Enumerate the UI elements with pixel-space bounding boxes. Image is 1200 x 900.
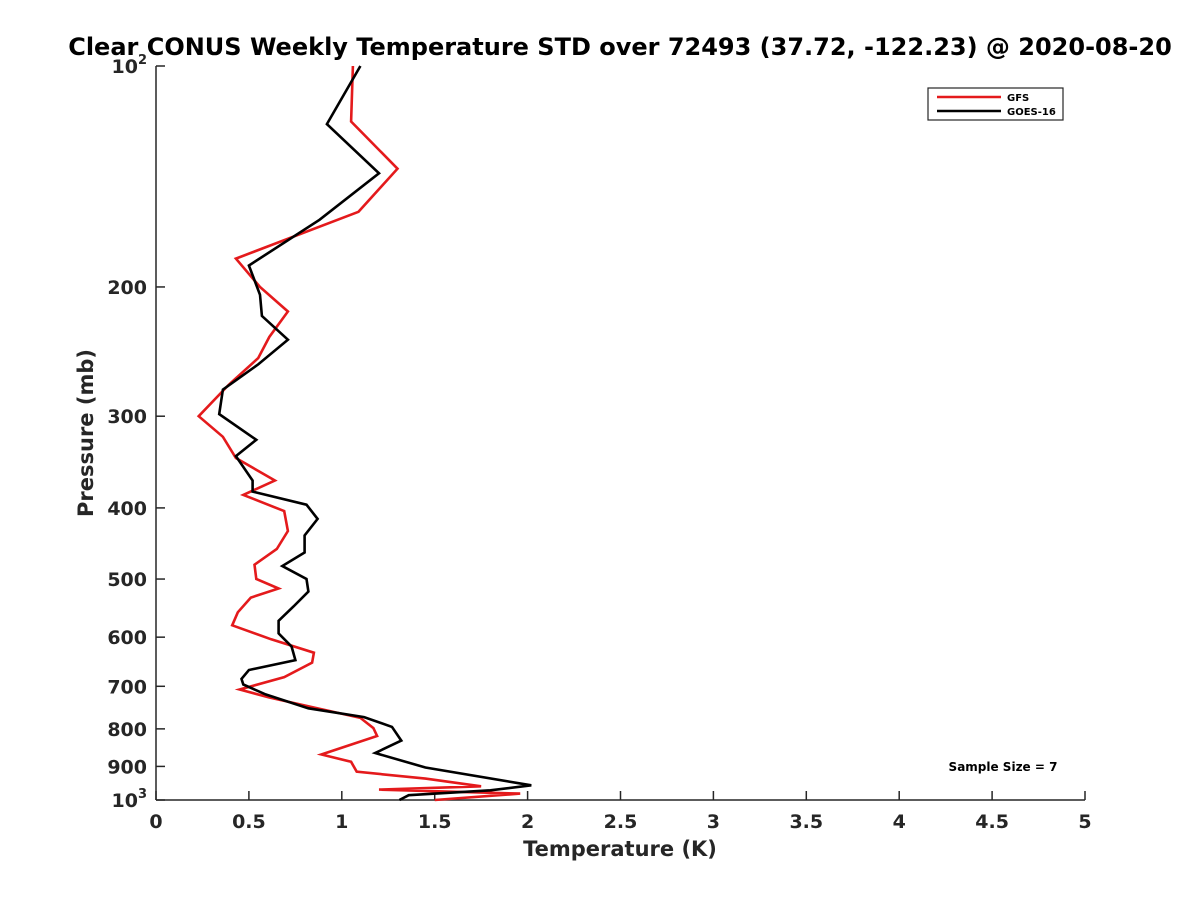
y-tick-label: 900 bbox=[107, 756, 147, 778]
plot-area bbox=[155, 66, 1085, 801]
y-tick-exponent: 2 bbox=[138, 53, 147, 68]
y-tick-label: 600 bbox=[107, 627, 147, 649]
x-tick-label: 5 bbox=[1078, 811, 1091, 833]
y-tick-exponent: 3 bbox=[138, 787, 147, 802]
legend-label-goes-16: GOES-16 bbox=[1007, 107, 1056, 118]
series-line-goes-16 bbox=[217, 65, 532, 802]
y-tick-label: 500 bbox=[107, 569, 147, 591]
x-tick-label: 4.5 bbox=[975, 811, 1009, 833]
y-tick-label: 102 bbox=[112, 53, 148, 78]
series-layer bbox=[196, 65, 532, 802]
x-tick-label: 0 bbox=[149, 811, 162, 833]
x-tick-label: 2.5 bbox=[604, 811, 638, 833]
y-axis-label: Pressure (mb) bbox=[74, 349, 98, 517]
y-tick-base: 10 bbox=[112, 56, 138, 78]
x-tick-label: 1 bbox=[335, 811, 348, 833]
x-tick-label: 0.5 bbox=[232, 811, 266, 833]
x-tick-label: 4 bbox=[893, 811, 906, 833]
legend-box bbox=[927, 87, 1064, 121]
y-tick-label: 200 bbox=[107, 277, 147, 299]
x-ticks: 0 0.5 1 1.5 2 2.5 3 3.5 4 4.5 5 bbox=[149, 791, 1092, 833]
y-tick-base: 10 bbox=[112, 790, 138, 812]
x-tick-label: 3.5 bbox=[789, 811, 823, 833]
y-tick-label: 300 bbox=[107, 406, 147, 428]
x-tick-label: 1.5 bbox=[418, 811, 452, 833]
sample-size-annotation: Sample Size = 7 bbox=[949, 760, 1058, 774]
y-tick-label: 103 bbox=[112, 787, 148, 812]
x-tick-label: 2 bbox=[521, 811, 534, 833]
y-tick-label: 400 bbox=[107, 498, 147, 520]
y-tick-label: 800 bbox=[107, 719, 147, 741]
x-tick-label: 3 bbox=[707, 811, 720, 833]
legend: GFS GOES-16 bbox=[927, 87, 1064, 121]
chart-title: Clear CONUS Weekly Temperature STD over … bbox=[68, 33, 1172, 61]
y-tick-label: 700 bbox=[107, 676, 147, 698]
x-axis-label: Temperature (K) bbox=[523, 837, 717, 861]
legend-label-gfs: GFS bbox=[1007, 93, 1029, 104]
